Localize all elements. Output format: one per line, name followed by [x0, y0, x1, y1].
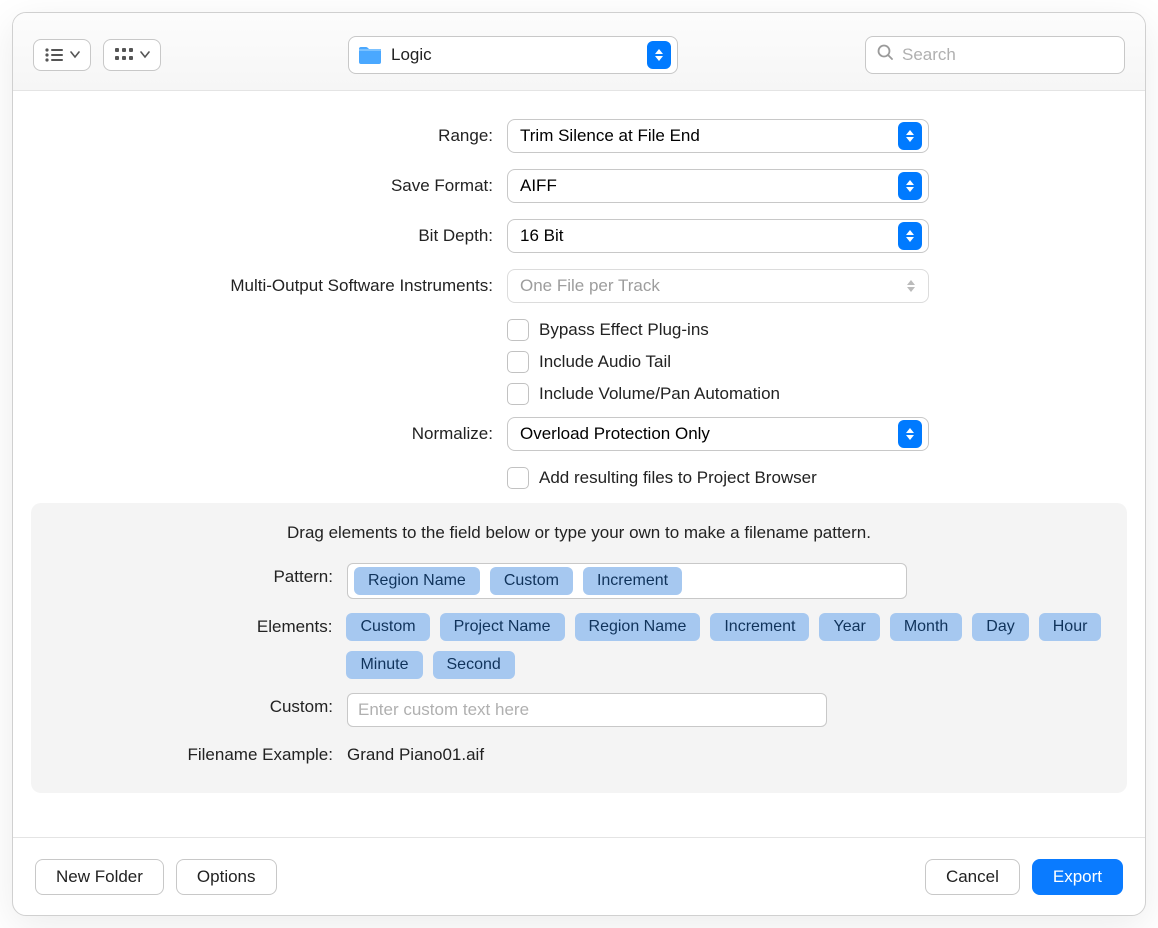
bit-depth-select[interactable]: 16 Bit — [507, 219, 929, 253]
multi-output-select: One File per Track — [507, 269, 929, 303]
include-vol-pan-label: Include Volume/Pan Automation — [539, 384, 780, 404]
filename-token[interactable]: Project Name — [440, 613, 565, 641]
multi-output-label: Multi-Output Software Instruments: — [123, 276, 493, 296]
stepper-icon — [647, 41, 671, 69]
add-to-browser-checkbox[interactable] — [507, 467, 529, 489]
folder-icon — [357, 44, 383, 66]
filename-token[interactable]: Region Name — [354, 567, 480, 595]
filename-token[interactable]: Increment — [710, 613, 809, 641]
bypass-fx-label: Bypass Effect Plug-ins — [539, 320, 709, 340]
new-folder-button[interactable]: New Folder — [35, 859, 164, 895]
stepper-icon — [898, 420, 922, 448]
include-vol-pan-checkbox[interactable] — [507, 383, 529, 405]
filename-token[interactable]: Year — [819, 613, 879, 641]
location-text: Logic — [391, 45, 639, 65]
include-tail-label: Include Audio Tail — [539, 352, 671, 372]
example-label: Filename Example: — [53, 741, 333, 765]
filename-token[interactable]: Minute — [346, 651, 422, 679]
normalize-select[interactable]: Overload Protection Only — [507, 417, 929, 451]
elements-label: Elements: — [53, 613, 332, 637]
cancel-button[interactable]: Cancel — [925, 859, 1020, 895]
export-button[interactable]: Export — [1032, 859, 1123, 895]
filename-token[interactable]: Region Name — [575, 613, 701, 641]
stepper-icon — [898, 172, 922, 200]
elements-palette: Custom Project Name Region Name Increment Ye… — [346, 613, 1105, 679]
save-format-label: Save Format: — [123, 176, 493, 196]
custom-label: Custom: — [53, 693, 333, 717]
search-field[interactable] — [865, 36, 1125, 74]
range-select[interactable]: Trim Silence at File End — [507, 119, 929, 153]
stepper-icon — [898, 122, 922, 150]
list-icon — [44, 47, 64, 63]
filename-token[interactable]: Month — [890, 613, 962, 641]
filename-token[interactable]: Custom — [346, 613, 429, 641]
filename-token[interactable]: Hour — [1039, 613, 1102, 641]
normalize-label: Normalize: — [123, 424, 493, 444]
view-list-button[interactable] — [33, 39, 91, 71]
location-popup[interactable]: Logic — [348, 36, 678, 74]
add-to-browser-label: Add resulting files to Project Browser — [539, 468, 817, 488]
chevron-down-icon — [140, 51, 150, 59]
search-icon — [876, 43, 894, 66]
filename-token[interactable]: Custom — [490, 567, 573, 595]
filename-token[interactable]: Increment — [583, 567, 682, 595]
bit-depth-label: Bit Depth: — [123, 226, 493, 246]
range-label: Range: — [123, 126, 493, 146]
pattern-hint: Drag elements to the field below or type… — [53, 523, 1105, 543]
bypass-fx-checkbox[interactable] — [507, 319, 529, 341]
include-tail-checkbox[interactable] — [507, 351, 529, 373]
filename-token[interactable]: Second — [433, 651, 515, 679]
pattern-panel: Drag elements to the field below or type… — [31, 503, 1127, 793]
pattern-field[interactable]: Region Name Custom Increment — [347, 563, 907, 599]
save-format-select[interactable]: AIFF — [507, 169, 929, 203]
filename-token[interactable]: Day — [972, 613, 1028, 641]
stepper-icon — [900, 273, 922, 299]
pattern-label: Pattern: — [53, 563, 333, 587]
chevron-down-icon — [70, 51, 80, 59]
grid-icon — [114, 47, 134, 63]
custom-input[interactable] — [347, 693, 827, 727]
options-button[interactable]: Options — [176, 859, 277, 895]
example-value: Grand Piano01.aif — [347, 741, 484, 765]
view-grid-button[interactable] — [103, 39, 161, 71]
search-input[interactable] — [902, 45, 1114, 65]
stepper-icon — [898, 222, 922, 250]
